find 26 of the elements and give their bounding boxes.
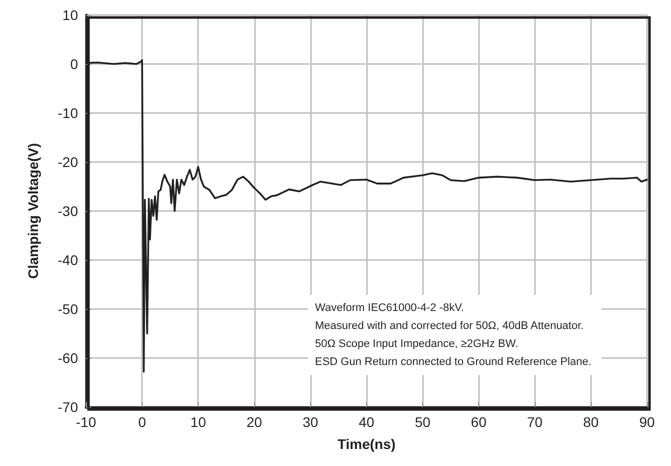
x-tick-label: 60 [470,414,487,430]
y-tick-label: -50 [58,301,78,317]
x-tick-label: 0 [138,414,146,430]
x-tick-label: 90 [639,414,655,430]
y-tick-label: -40 [58,252,78,268]
x-tick-label: 30 [302,414,318,430]
y-tick-label: 10 [62,7,78,23]
x-tick-label: 10 [190,414,206,430]
x-tick-label: 70 [527,414,543,430]
x-axis-title: Time(ns) [337,436,396,452]
x-tick-label: 50 [414,414,431,430]
x-tick-label: -10 [76,414,96,430]
y-tick-label: -20 [58,154,78,170]
y-tick-label: -70 [58,399,78,415]
annotation: ESD Gun Return connected to Ground Reference Plane. [315,356,592,368]
y-tick-label: 0 [70,56,78,72]
annotation: Measured with and corrected for 50Ω, 40dB Attenuator. [315,320,584,332]
x-tick-label: 80 [583,414,599,430]
x-tick-label: 40 [358,414,374,430]
x-tick-label: 20 [246,414,262,430]
annotation: Waveform IEC61000-4-2 -8kV. [315,302,464,314]
y-tick-label: -10 [58,105,78,121]
annotation: 50Ω Scope Input Impedance, ≥2GHz BW. [315,338,518,350]
y-tick-label: -60 [58,350,78,366]
y-tick-label: -30 [58,203,78,219]
y-axis-title: Clamping Voltage(V) [25,143,41,279]
